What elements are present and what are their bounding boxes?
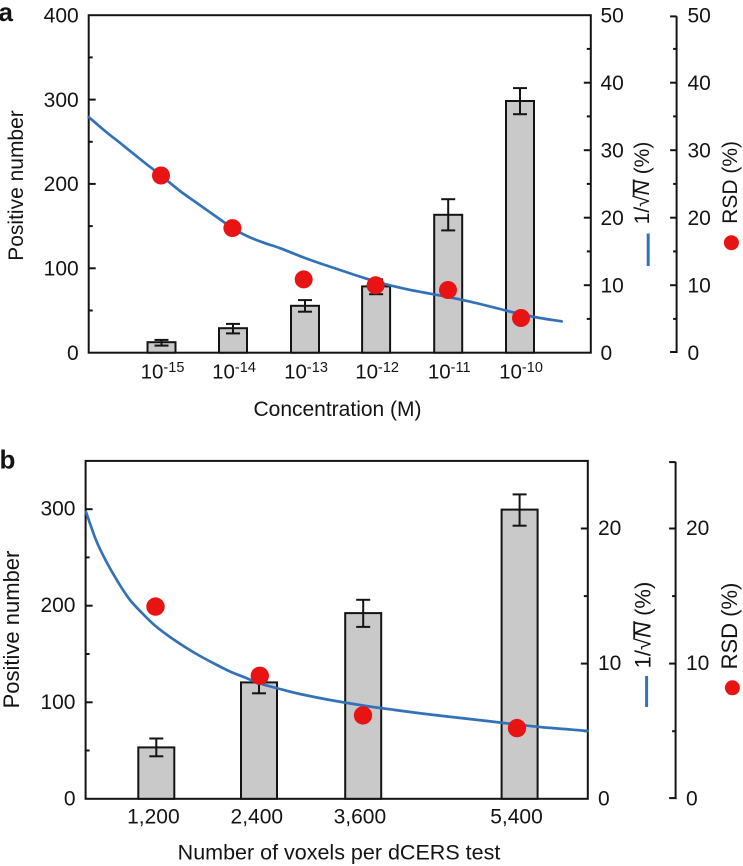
svg-text:200: 200 — [44, 173, 79, 196]
svg-text:b: b — [0, 444, 15, 474]
svg-text:20: 20 — [598, 517, 621, 540]
svg-text:1/√N (%): 1/√N (%) — [631, 142, 654, 225]
svg-text:1,200: 1,200 — [127, 806, 180, 829]
svg-text:10: 10 — [598, 652, 621, 675]
svg-text:200: 200 — [40, 594, 75, 617]
svg-text:Number of voxels per dCERS tes: Number of voxels per dCERS test — [178, 841, 501, 865]
svg-text:0: 0 — [601, 342, 613, 365]
svg-text:Positive number: Positive number — [0, 551, 24, 709]
svg-text:10: 10 — [601, 275, 624, 298]
svg-text:0: 0 — [598, 787, 610, 810]
svg-text:2,400: 2,400 — [231, 806, 284, 829]
svg-text:20: 20 — [688, 207, 711, 230]
svg-text:0: 0 — [67, 342, 79, 365]
svg-text:0: 0 — [64, 787, 76, 810]
svg-text:300: 300 — [40, 498, 75, 521]
svg-text:100: 100 — [40, 691, 75, 714]
svg-text:RSD (%): RSD (%) — [719, 141, 742, 224]
svg-text:50: 50 — [601, 5, 624, 28]
svg-text:100: 100 — [44, 258, 79, 281]
svg-text:0: 0 — [688, 342, 700, 365]
svg-text:10: 10 — [688, 275, 711, 298]
svg-text:Concentration (M): Concentration (M) — [253, 398, 421, 421]
svg-text:5,400: 5,400 — [490, 806, 543, 829]
svg-text:0: 0 — [686, 787, 698, 810]
svg-text:400: 400 — [44, 5, 79, 28]
svg-text:Positive number: Positive number — [5, 110, 28, 261]
svg-text:300: 300 — [44, 89, 79, 112]
svg-text:RSD (%): RSD (%) — [717, 583, 742, 670]
svg-text:40: 40 — [601, 72, 624, 95]
svg-text:10: 10 — [686, 652, 709, 675]
svg-text:20: 20 — [686, 517, 709, 540]
svg-text:3,600: 3,600 — [334, 806, 387, 829]
svg-text:30: 30 — [601, 140, 624, 163]
svg-text:a: a — [0, 0, 14, 27]
svg-text:30: 30 — [688, 140, 711, 163]
svg-text:20: 20 — [601, 207, 624, 230]
svg-text:40: 40 — [688, 72, 711, 95]
svg-text:50: 50 — [688, 5, 711, 28]
